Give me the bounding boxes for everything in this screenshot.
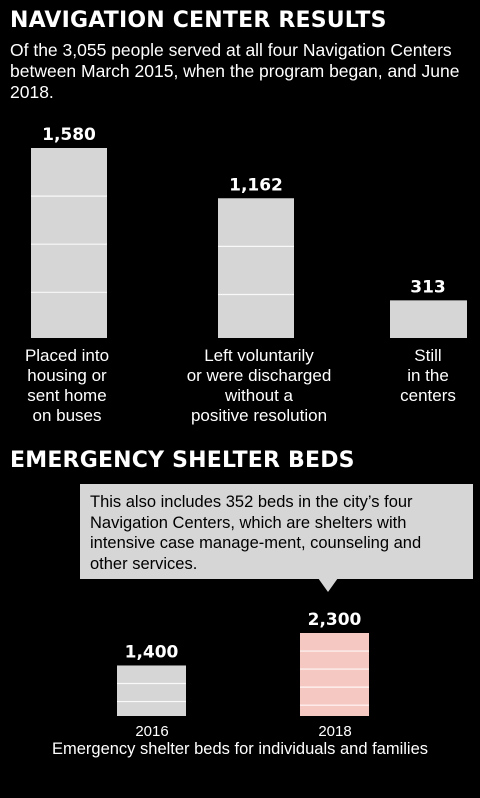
category-label-line-1-3: positive resolution	[169, 406, 349, 426]
annotation-text: This also includes 352 beds in the city’…	[90, 493, 421, 573]
year-label-0: 2016	[135, 723, 168, 740]
category-label-line-1-0: Left voluntarily	[169, 346, 349, 366]
value-label-0-2: 313	[410, 277, 446, 297]
category-label-line-2-0: Still	[338, 346, 480, 366]
value-label-0-0: 1,580	[42, 125, 96, 145]
annotation-callout-tail	[318, 578, 338, 592]
year-label-1: 2018	[318, 723, 351, 740]
bar-1-0	[117, 665, 186, 716]
x-axis-label-shelter: Emergency shelter beds for individuals a…	[0, 739, 480, 759]
category-label-line-2-2: centers	[338, 386, 480, 406]
value-label-0-1: 1,162	[229, 175, 283, 195]
category-label-line-0-1: housing or	[0, 366, 157, 386]
category-label-1: Left voluntarily or were discharged withou…	[169, 346, 349, 426]
bar-1-1	[300, 633, 369, 716]
bar-0-0	[31, 148, 107, 338]
category-label-line-0-3: on buses	[0, 406, 157, 426]
bar-0-2	[390, 300, 467, 338]
category-label-0: Placed into housing or sent home on buses	[0, 346, 157, 426]
bar-0-1	[218, 198, 294, 338]
annotation-callout: This also includes 352 beds in the city’…	[80, 484, 473, 579]
category-label-line-2-1: in the	[338, 366, 480, 386]
category-label-line-0-2: sent home	[0, 386, 157, 406]
value-label-1-0: 1,400	[125, 642, 179, 662]
category-label-2: Still in the centers	[338, 346, 480, 406]
category-label-line-1-2: without a	[169, 386, 349, 406]
value-label-1-1: 2,300	[308, 610, 362, 630]
category-label-line-0-0: Placed into	[0, 346, 157, 366]
category-label-line-1-1: or were discharged	[169, 366, 349, 386]
